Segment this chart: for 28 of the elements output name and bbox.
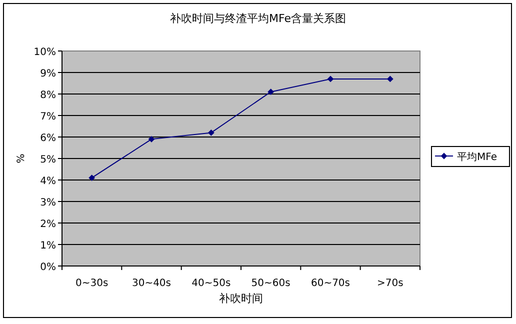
- y-tick-label: 4%: [40, 176, 56, 187]
- point: [386, 76, 394, 82]
- legend: 平均MFe: [431, 146, 510, 167]
- point: [268, 88, 274, 96]
- x-tick-label: 50~60s: [251, 278, 290, 289]
- y-tick-label: 0%: [40, 262, 56, 273]
- x-tick-label: 30~40s: [132, 278, 172, 289]
- point: [148, 136, 155, 142]
- y-tick-label: 1%: [40, 240, 56, 252]
- x-axis-title: 补吹时间: [219, 292, 263, 305]
- y-tick-label: 3%: [40, 198, 56, 208]
- y-tick-label: 6%: [40, 133, 56, 144]
- y-tick-label: 2%: [40, 219, 56, 230]
- point: [88, 174, 96, 182]
- x-tick-label: 0~30s: [75, 278, 108, 289]
- legend-label: 平均MFe: [457, 151, 497, 163]
- y-tick-label: 5%: [40, 154, 56, 166]
- y-tick-label: 10%: [34, 47, 56, 58]
- chart-title: 补吹时间与终渣平均MFe含量关系图: [170, 12, 346, 25]
- y-tick-label: 9%: [40, 68, 56, 80]
- x-tick-label: 60~70s: [310, 278, 350, 289]
- y-tick-label: 7%: [40, 112, 56, 122]
- x-tick-label: >70s: [377, 278, 404, 289]
- point: [327, 76, 334, 82]
- x-tick-label: 40~50s: [192, 278, 231, 289]
- y-tick-label: 8%: [40, 90, 56, 101]
- point: [208, 130, 214, 136]
- y-axis-title: %: [16, 154, 27, 164]
